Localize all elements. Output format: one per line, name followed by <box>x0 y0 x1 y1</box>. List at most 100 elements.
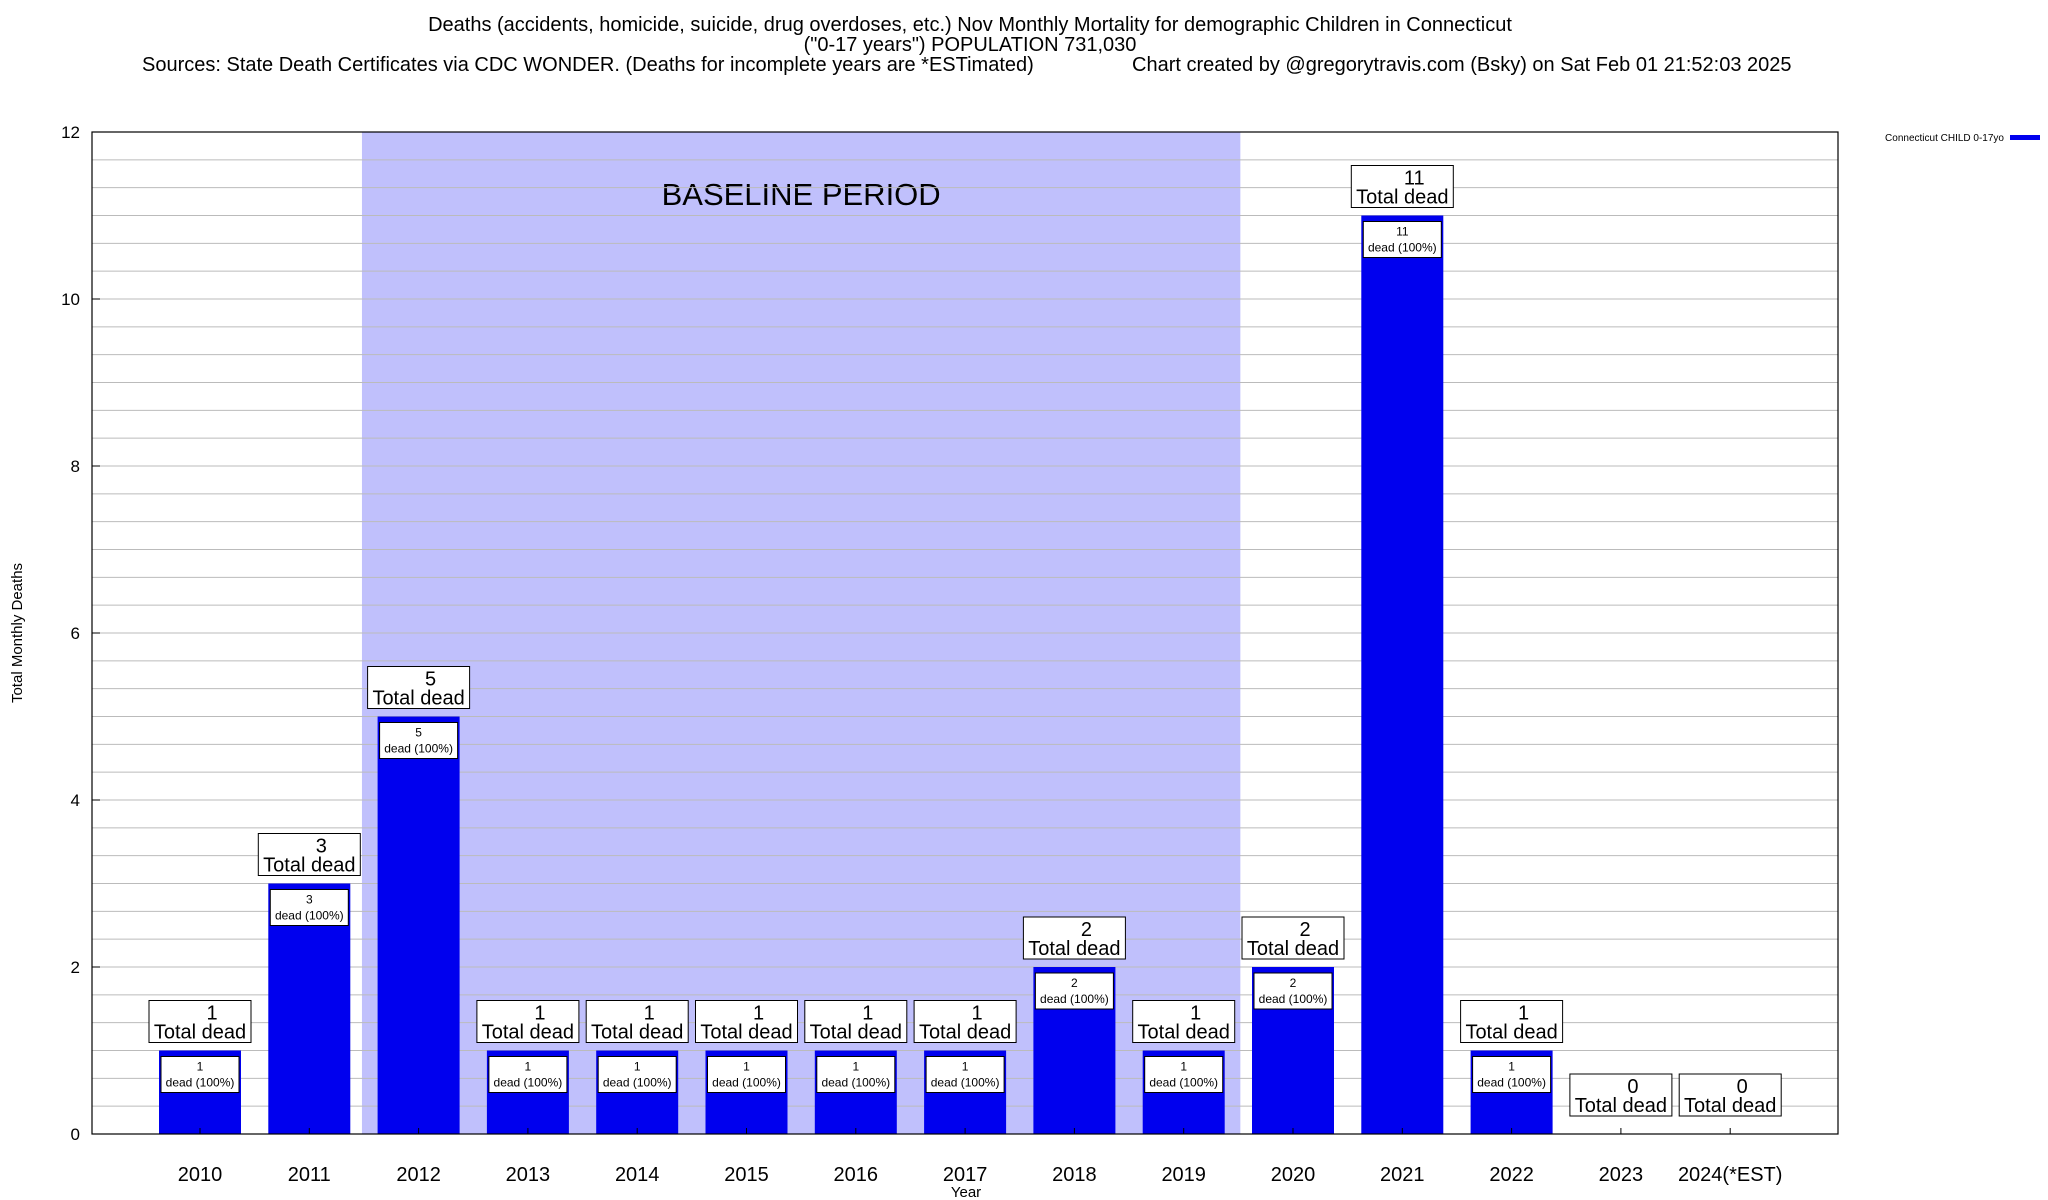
inner-label-box <box>160 1056 240 1093</box>
baseline-label: BASELINE PERIOD <box>662 177 941 212</box>
inner-label-box <box>1144 1056 1224 1093</box>
bar-2021 <box>1361 215 1444 1134</box>
inner-percent-label: dead (100%) <box>1477 1076 1546 1090</box>
inner-label-box <box>488 1056 568 1093</box>
total-label-box <box>1460 1000 1564 1043</box>
inner-percent-label: dead (100%) <box>603 1076 672 1090</box>
inner-value-label: 1 <box>962 1060 969 1074</box>
x-axis-title: Year <box>951 1184 981 1200</box>
inner-percent-label: dead (100%) <box>384 742 453 756</box>
x-tick-label: 2010 <box>178 1164 223 1186</box>
inner-percent-label: dead (100%) <box>931 1076 1000 1090</box>
total-text-label: Total dead <box>263 855 355 877</box>
legend-label: Connecticut CHILD 0-17yo <box>1885 133 2004 144</box>
total-label-box <box>1132 1000 1236 1043</box>
inner-percent-label: dead (100%) <box>821 1076 890 1090</box>
inner-label-box <box>1253 972 1333 1010</box>
inner-value-label: 1 <box>1508 1060 1515 1074</box>
x-tick-label: 2011 <box>288 1164 331 1186</box>
y-tick-label: 4 <box>71 791 80 810</box>
total-text-label: Total dead <box>591 1022 683 1044</box>
total-value-label: 0 <box>1627 1076 1638 1098</box>
inner-value-label: 1 <box>743 1060 750 1074</box>
inner-value-label: 1 <box>852 1060 859 1074</box>
inner-label-box <box>269 889 349 926</box>
y-tick-label: 10 <box>61 290 80 309</box>
total-label-box <box>257 833 361 876</box>
total-label-box <box>1022 916 1126 960</box>
legend-swatch <box>2010 135 2040 140</box>
inner-value-label: 1 <box>634 1060 641 1074</box>
x-tick-label: 2019 <box>1161 1164 1206 1186</box>
total-value-label: 0 <box>1737 1076 1748 1098</box>
x-tick-label: 2020 <box>1271 1164 1316 1186</box>
total-value-label: 5 <box>425 669 436 691</box>
total-value-label: 1 <box>972 1003 983 1025</box>
total-value-label: 2 <box>1081 919 1092 941</box>
total-text-label: Total dead <box>1684 1095 1776 1117</box>
total-label-box <box>148 1000 252 1043</box>
chart-credit: Chart created by @gregorytravis.com (Bsk… <box>1132 54 1792 76</box>
total-text-label: Total dead <box>1138 1022 1230 1044</box>
inner-label-box <box>379 722 459 759</box>
x-tick-label: 2018 <box>1052 1164 1097 1186</box>
total-label-box <box>695 1000 798 1043</box>
total-label-box <box>804 1000 908 1043</box>
x-tick-label: 2017 <box>943 1164 988 1186</box>
inner-percent-label: dead (100%) <box>275 909 344 923</box>
total-value-label: 1 <box>753 1003 764 1025</box>
y-tick-label: 0 <box>71 1125 80 1144</box>
total-label-box <box>1569 1073 1673 1117</box>
x-tick-label: 2012 <box>396 1164 441 1186</box>
chart-sources: Sources: State Death Certificates via CD… <box>142 54 1034 76</box>
inner-percent-label: dead (100%) <box>166 1076 235 1090</box>
inner-value-label: 2 <box>1071 976 1078 990</box>
y-tick-label: 2 <box>71 958 80 977</box>
total-text-label: Total dead <box>1465 1022 1557 1044</box>
total-text-label: Total dead <box>1575 1095 1667 1117</box>
y-tick-label: 12 <box>61 123 80 142</box>
inner-label-box <box>1472 1056 1552 1093</box>
x-tick-label: 2013 <box>506 1164 551 1186</box>
chart-subtitle: ("0-17 years") POPULATION 731,030 <box>803 34 1137 56</box>
total-label-box <box>913 1000 1017 1043</box>
total-label-box <box>367 666 471 709</box>
x-tick-label: 2024(*EST) <box>1678 1164 1783 1186</box>
y-tick-label: 6 <box>71 624 80 643</box>
inner-percent-label: dead (100%) <box>1149 1076 1218 1090</box>
inner-value-label: 3 <box>306 893 313 907</box>
total-value-label: 2 <box>1299 919 1310 941</box>
total-value-label: 1 <box>862 1003 873 1025</box>
chart-title: Deaths (accidents, homicide, suicide, dr… <box>428 14 1512 36</box>
x-tick-label: 2022 <box>1489 1164 1534 1186</box>
total-text-label: Total dead <box>810 1022 902 1044</box>
total-text-label: Total dead <box>1356 187 1448 209</box>
total-text-label: Total dead <box>482 1022 574 1044</box>
total-value-label: 1 <box>534 1003 545 1025</box>
inner-percent-label: dead (100%) <box>1368 241 1437 255</box>
inner-value-label: 11 <box>1396 225 1409 239</box>
x-tick-label: 2014 <box>615 1164 660 1186</box>
inner-percent-label: dead (100%) <box>1040 992 1109 1006</box>
inner-percent-label: dead (100%) <box>1259 992 1328 1006</box>
inner-value-label: 1 <box>525 1060 532 1074</box>
total-label-box <box>1678 1073 1782 1117</box>
inner-percent-label: dead (100%) <box>712 1076 781 1090</box>
x-tick-label: 2016 <box>834 1164 879 1186</box>
total-label-box <box>1350 165 1454 208</box>
y-axis-title: Total Monthly Deaths <box>9 563 26 703</box>
x-tick-label: 2015 <box>724 1164 769 1186</box>
total-value-label: 1 <box>206 1003 217 1025</box>
bar-2012 <box>377 716 460 1134</box>
total-text-label: Total dead <box>919 1022 1011 1044</box>
x-tick-label: 2021 <box>1380 1164 1425 1186</box>
inner-value-label: 2 <box>1290 976 1297 990</box>
inner-value-label: 1 <box>197 1060 204 1074</box>
total-label-box <box>585 1000 689 1043</box>
inner-label-box <box>925 1056 1005 1093</box>
x-tick-label: 2023 <box>1599 1164 1644 1186</box>
inner-label-box <box>707 1056 786 1093</box>
total-label-box <box>1241 916 1345 960</box>
inner-percent-label: dead (100%) <box>494 1076 563 1090</box>
